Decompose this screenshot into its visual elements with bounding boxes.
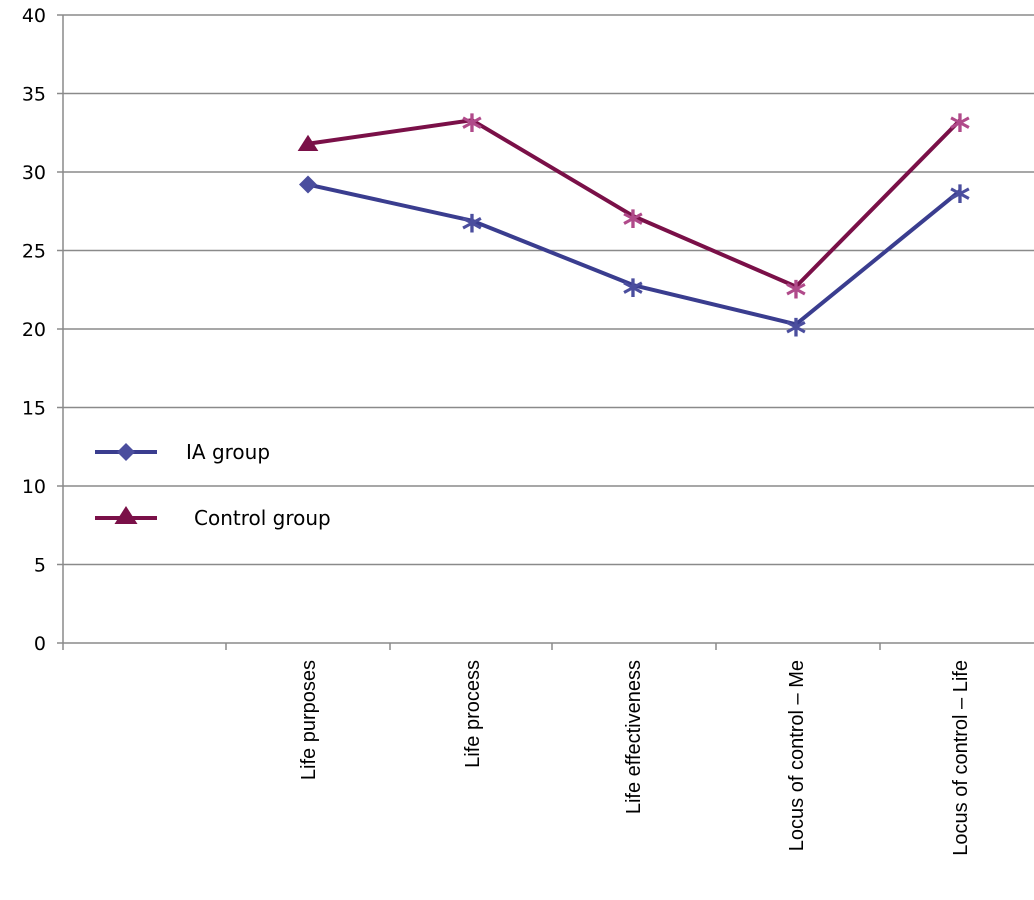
x-tick-labels: Life purposes Life process Life effectiven… [298, 660, 972, 856]
asterisk-marker: * [786, 311, 807, 357]
x-tick-label: Locus of control – Me [786, 660, 808, 851]
series-ia-group: **** [299, 175, 971, 357]
triangle-marker [114, 506, 138, 524]
triangle-marker [297, 134, 319, 151]
y-tick-label: 10 [22, 476, 46, 498]
legend-item-control-group: Control group [95, 506, 331, 530]
diamond-marker [117, 443, 135, 461]
axes [57, 14, 1034, 650]
legend-label: Control group [194, 506, 331, 530]
y-tick-label: 15 [22, 398, 46, 420]
asterisk-marker: * [623, 272, 644, 318]
x-tick-label: Life process [462, 660, 484, 768]
y-tick-labels: 0 5 10 15 20 25 30 35 40 [22, 5, 46, 655]
asterisk-marker: * [786, 274, 807, 320]
legend-label: IA group [186, 440, 270, 464]
gridlines [63, 14, 1034, 566]
series-line [307, 118, 962, 289]
asterisk-marker: * [950, 178, 971, 224]
x-tick-label: Life effectiveness [623, 660, 645, 814]
legend: IA group Control group [95, 440, 331, 530]
series: ******** [297, 107, 971, 357]
y-tick-label: 5 [34, 555, 46, 577]
diamond-marker [299, 175, 317, 194]
asterisk-marker: * [462, 208, 483, 254]
asterisk-marker: * [950, 107, 971, 153]
y-tick-label: 25 [22, 241, 46, 263]
asterisk-marker: * [623, 203, 644, 249]
asterisk-marker: * [462, 107, 483, 153]
legend-item-ia-group: IA group [95, 440, 270, 464]
y-tick-label: 30 [22, 162, 46, 184]
series-control-group: * * * * [297, 107, 971, 320]
y-tick-label: 0 [34, 633, 46, 655]
x-tick-label: Life purposes [298, 660, 320, 780]
y-tick-label: 20 [22, 319, 46, 341]
series-line [307, 182, 962, 327]
y-tick-label: 35 [22, 84, 46, 106]
y-tick-label: 40 [22, 5, 46, 27]
x-tick-label: Locus of control – Life [950, 660, 972, 856]
